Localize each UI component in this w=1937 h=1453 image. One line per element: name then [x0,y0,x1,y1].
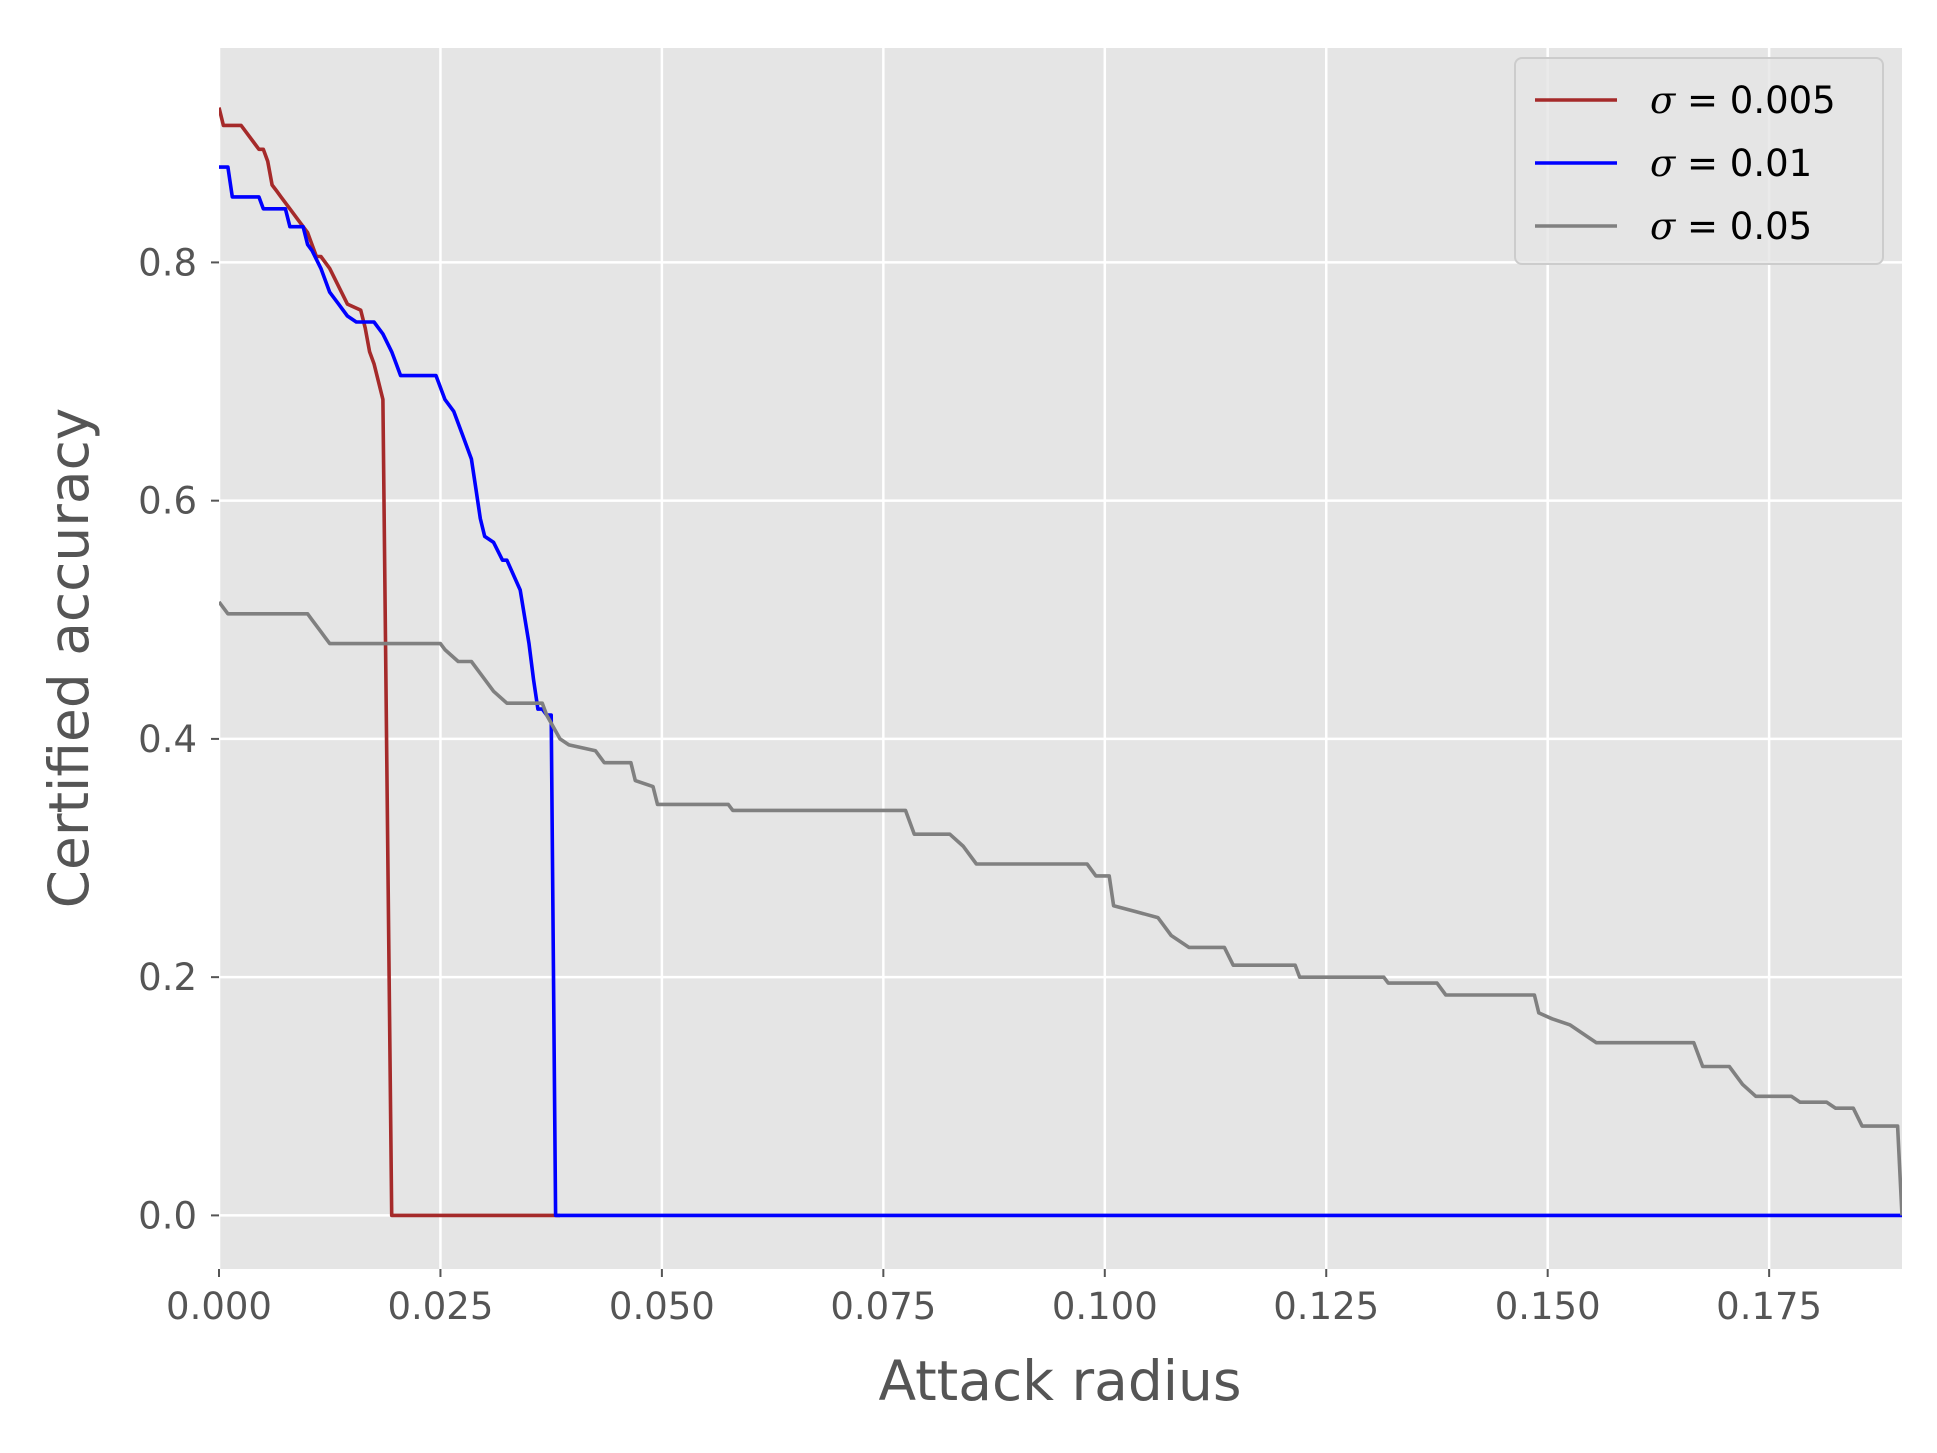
legend-label-2: σ = 0.01 [1650,142,1812,185]
series-line-1 [219,107,560,1218]
x-axis-ticks: 0.000 0.025 0.050 0.075 0.100 0.125 0.150 0.175 [166,1269,1822,1328]
series-lines [219,107,1902,1218]
x-tick-label: 0.100 [1052,1285,1158,1328]
legend-box [1514,57,1884,265]
y-tick-label: 0.8 [138,241,197,284]
series-line-2 [219,165,1902,1218]
y-axis-ticks: 0.0 0.2 0.4 0.6 0.8 [138,241,219,1237]
y-tick-label: 0.0 [138,1194,197,1237]
y-tick-label: 0.4 [138,718,197,761]
x-axis-label: Attack radius [878,1349,1241,1413]
legend-label-3: σ = 0.05 [1650,205,1812,248]
x-tick-label: 0.050 [609,1285,715,1328]
legend: σ = 0.005 σ = 0.01 σ = 0.05 [1514,57,1884,265]
y-tick-label: 0.6 [138,480,197,523]
y-axis-label: Certified accuracy [37,408,101,909]
x-tick-label: 0.150 [1495,1285,1601,1328]
x-tick-label: 0.000 [166,1285,272,1328]
y-tick-label: 0.2 [138,956,197,999]
x-tick-label: 0.175 [1716,1285,1822,1328]
x-tick-label: 0.125 [1273,1285,1379,1328]
series-line-3 [219,600,1902,1216]
x-tick-label: 0.075 [830,1285,936,1328]
legend-label-1: σ = 0.005 [1650,79,1836,122]
x-tick-label: 0.025 [387,1285,493,1328]
